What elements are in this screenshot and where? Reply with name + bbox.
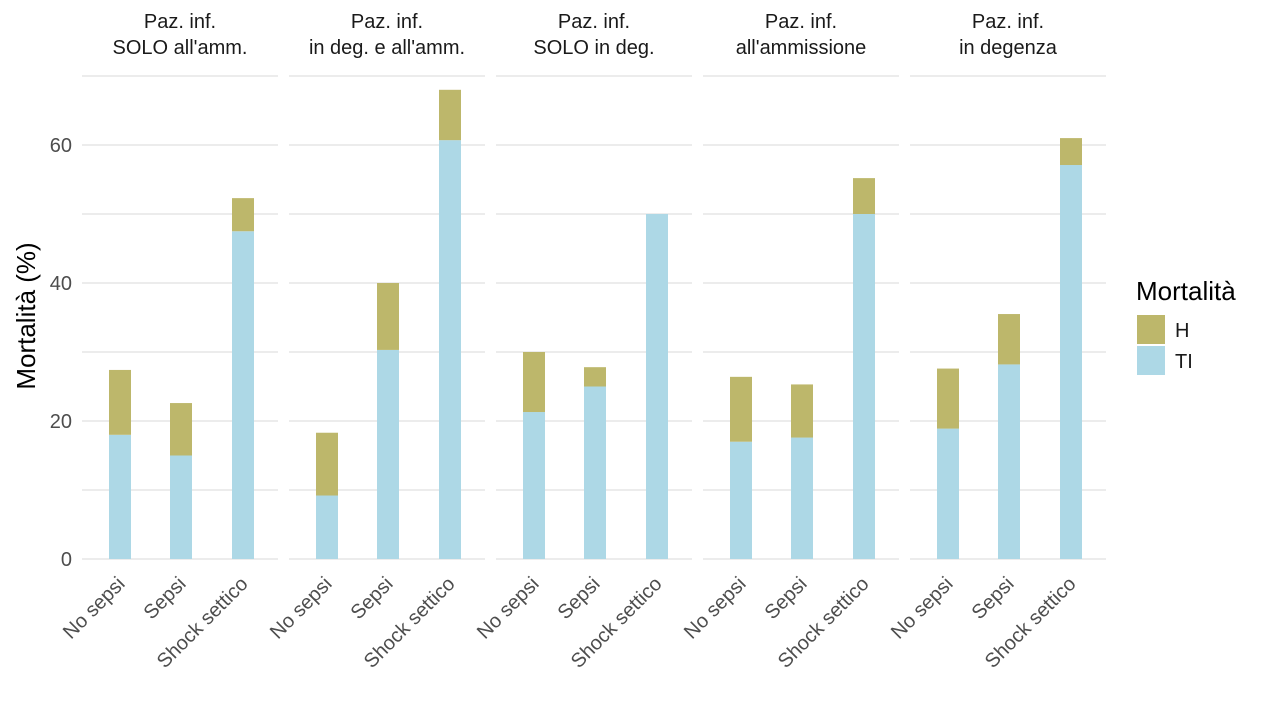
x-tick-label: Sepsi [968, 573, 1019, 624]
bar-h [998, 314, 1020, 365]
y-tick-label: 60 [50, 135, 72, 157]
x-tick-label: No sepsi [59, 573, 130, 644]
bar-ti [937, 428, 959, 559]
legend-label-ti: TI [1175, 351, 1193, 373]
bar-ti [316, 495, 338, 559]
facet-panel: Paz. inf. in deg. e all'amm. No sepsi Sepsi… [266, 11, 485, 673]
bar-ti [646, 214, 668, 559]
panel-title-line: Paz. inf. [351, 11, 423, 33]
bar-ti [584, 386, 606, 559]
bar-ti [791, 437, 813, 559]
bar-h [584, 367, 606, 387]
bar-ti [998, 364, 1020, 559]
x-tick-label: Sepsi [761, 573, 812, 624]
y-tick-label: 40 [50, 273, 72, 295]
bar-ti [1060, 165, 1082, 559]
bar-h [232, 198, 254, 232]
panel-title-line: in degenza [959, 37, 1058, 59]
x-tick-label: Sepsi [140, 573, 191, 624]
panel-title-line: Paz. inf. [765, 11, 837, 33]
bar-h [853, 178, 875, 214]
facet-panels: Paz. inf.SOLO all'amm.No sepsi SepsiShock… [59, 11, 1106, 673]
legend-title: Mortalità [1136, 276, 1236, 306]
panel-title-line: all'ammissione [736, 37, 867, 59]
x-tick-label: Sepsi [347, 573, 398, 624]
bar-ti [170, 455, 192, 559]
panel-title-line: SOLO all'amm. [113, 37, 248, 59]
bar-ti [377, 349, 399, 559]
x-tick-label: Sepsi [554, 573, 605, 624]
x-tick-label: No sepsi [680, 573, 751, 644]
x-tick-label: No sepsi [473, 573, 544, 644]
bar-h [439, 89, 461, 141]
panel-title-line: Paz. inf. [144, 11, 216, 33]
y-tick-label: 0 [61, 549, 72, 571]
bar-h [316, 432, 338, 496]
bar-ti [439, 140, 461, 560]
legend: Mortalità H TI [1136, 276, 1236, 375]
bar-h [377, 283, 399, 350]
bar-h [1060, 138, 1082, 166]
panel-title-line: Paz. inf. [972, 11, 1044, 33]
y-axis-label: Mortalità (%) [11, 242, 41, 389]
x-tick-label: No sepsi [887, 573, 958, 644]
facet-panel: Paz. inf.SOLO in deg.No sepsi SepsiShock … [473, 11, 692, 673]
panel-title-line: in deg. e all'amm. [309, 37, 465, 59]
facet-panel: Paz. inf.SOLO all'amm.No sepsi SepsiShock… [59, 11, 278, 673]
bar-h [791, 384, 813, 438]
bar-ti [730, 441, 752, 559]
legend-label-h: H [1175, 320, 1189, 342]
y-tick-label: 20 [50, 411, 72, 433]
bar-h [523, 352, 545, 413]
panel-title-line: SOLO in deg. [533, 37, 654, 59]
bar-h [730, 376, 752, 442]
legend-swatch-ti [1137, 346, 1165, 375]
bar-ti [853, 214, 875, 559]
legend-swatch-h [1137, 315, 1165, 344]
bar-ti [109, 434, 131, 559]
panel-title-line: Paz. inf. [558, 11, 630, 33]
bar-ti [232, 231, 254, 559]
y-axis: 0 20 40 60 [50, 135, 72, 571]
x-tick-label: No sepsi [266, 573, 337, 644]
bar-ti [523, 412, 545, 559]
bar-h [937, 368, 959, 429]
bar-h [170, 403, 192, 456]
bar-h [109, 369, 131, 435]
